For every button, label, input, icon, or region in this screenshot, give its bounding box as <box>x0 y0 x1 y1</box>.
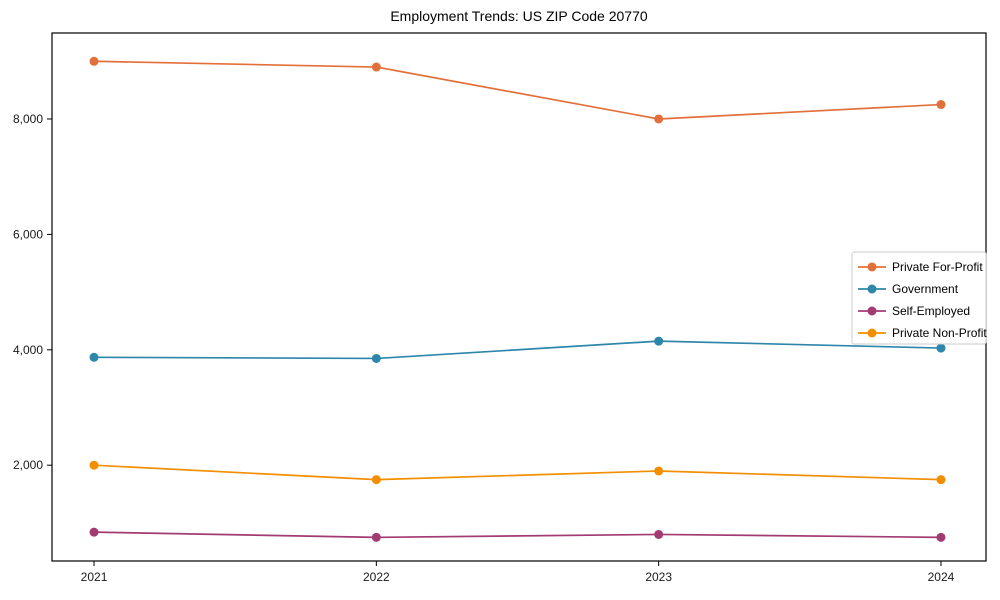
data-point <box>654 336 664 346</box>
data-point <box>89 56 99 66</box>
data-point <box>654 114 664 124</box>
legend-box <box>851 251 987 345</box>
y-tick-label: 6,000 <box>13 227 43 241</box>
data-point <box>936 532 946 542</box>
data-point <box>89 527 99 537</box>
legend-item-label: Government <box>892 282 959 296</box>
data-point <box>371 353 381 363</box>
data-point <box>371 475 381 485</box>
data-point <box>936 100 946 110</box>
data-point <box>371 532 381 542</box>
legend-item-label: Private For-Profit <box>892 260 983 274</box>
x-tick-label: 2024 <box>928 570 955 584</box>
series-line <box>93 464 942 481</box>
plot-frame <box>51 32 987 562</box>
legend-item-label: Self-Employed <box>892 304 970 318</box>
legend-marker-dot <box>867 284 877 294</box>
legend-marker-dot <box>867 306 877 316</box>
data-point <box>936 475 946 485</box>
x-tick-label: 2021 <box>81 570 108 584</box>
legend-marker-dot <box>867 328 877 338</box>
y-tick-label: 4,000 <box>13 343 43 357</box>
legend-marker-dot <box>867 262 877 272</box>
series-line <box>94 60 942 120</box>
series-line <box>94 340 942 360</box>
x-tick-label: 2022 <box>363 570 390 584</box>
data-point <box>654 529 664 539</box>
series-line <box>94 531 941 539</box>
data-point <box>89 352 99 362</box>
chart-title: Employment Trends: US ZIP Code 20770 <box>390 8 648 24</box>
y-tick-label: 2,000 <box>13 458 43 472</box>
y-tick-label: 8,000 <box>13 112 43 126</box>
data-point <box>936 343 946 353</box>
legend-item-label: Private Non-Profit <box>892 326 987 340</box>
data-point <box>371 62 381 72</box>
x-tick-label: 2023 <box>645 570 672 584</box>
data-point <box>654 466 664 476</box>
data-point <box>89 460 99 470</box>
